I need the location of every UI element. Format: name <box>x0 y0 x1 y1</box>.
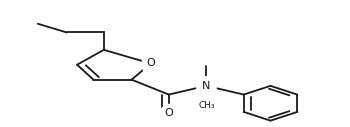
Text: CH₃: CH₃ <box>199 101 215 110</box>
Text: N: N <box>202 81 210 91</box>
Text: O: O <box>164 108 173 118</box>
Text: O: O <box>146 59 155 68</box>
